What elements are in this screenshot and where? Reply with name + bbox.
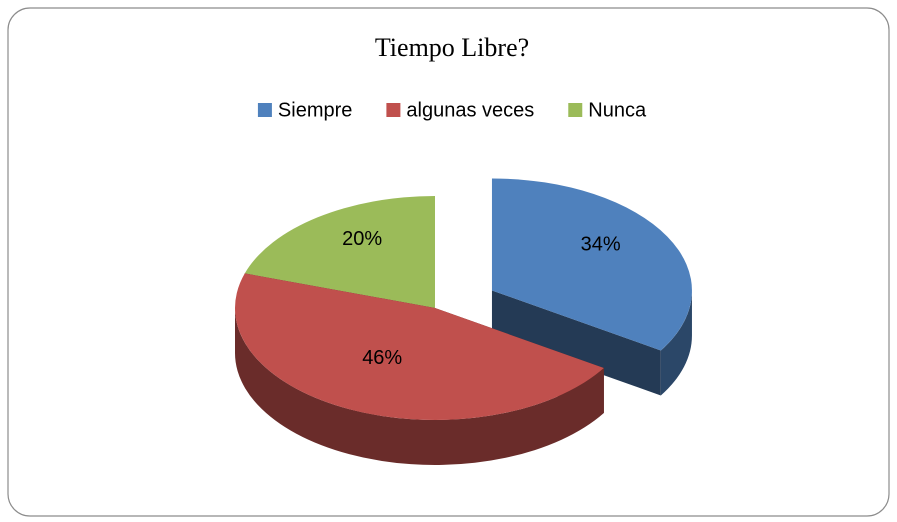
chart-frame xyxy=(7,7,890,517)
chart-title: Tiempo Libre? xyxy=(375,33,529,62)
slice xyxy=(235,273,604,420)
data-label: 20% xyxy=(342,228,382,250)
data-label: 46% xyxy=(362,347,402,369)
legend-swatch xyxy=(386,103,401,117)
legend-label: algunas veces xyxy=(406,99,534,121)
legend-swatch xyxy=(257,103,272,117)
slice xyxy=(491,178,692,351)
slice-side xyxy=(491,290,661,396)
legend-label: Siempre xyxy=(278,99,352,121)
slice-wall xyxy=(235,308,604,466)
legend-swatch xyxy=(568,103,583,117)
data-label: 34% xyxy=(581,233,621,255)
legend-label: Nunca xyxy=(588,99,647,121)
slice-wall xyxy=(660,290,692,396)
slice xyxy=(244,196,435,308)
